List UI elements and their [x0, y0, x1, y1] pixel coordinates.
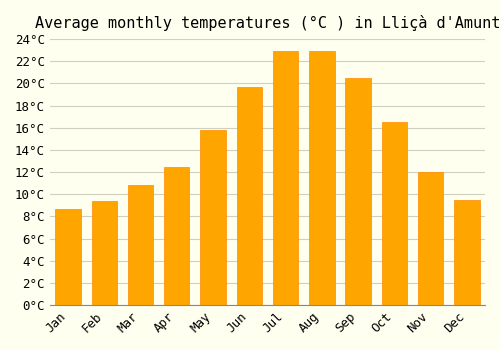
- Bar: [128, 186, 153, 305]
- Bar: [309, 51, 334, 305]
- Bar: [346, 78, 371, 305]
- Bar: [200, 130, 226, 305]
- Bar: [454, 200, 479, 305]
- Bar: [273, 51, 298, 305]
- Bar: [236, 87, 262, 305]
- Bar: [382, 122, 407, 305]
- Bar: [56, 209, 80, 305]
- Bar: [164, 167, 190, 305]
- Bar: [92, 201, 117, 305]
- Title: Average monthly temperatures (°C ) in Lliçà d'Amunt: Average monthly temperatures (°C ) in Ll…: [34, 15, 500, 31]
- Bar: [418, 172, 444, 305]
